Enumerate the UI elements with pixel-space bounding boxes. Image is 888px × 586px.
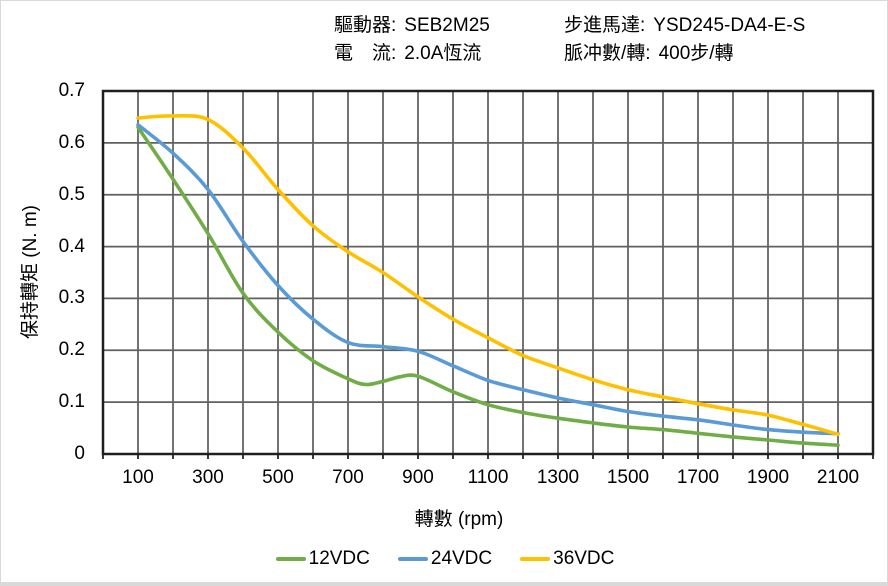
- y-tick-label: 0.7: [58, 80, 85, 101]
- legend-label: 12VDC: [308, 548, 370, 569]
- x-tick-label: 1700: [676, 467, 720, 488]
- x-tick-label: 1900: [746, 467, 790, 488]
- header-left-column: 驅動器: SEB2M25 電 流: 2.0A恆流: [334, 14, 490, 65]
- pulses-value: 400步/轉: [658, 43, 734, 64]
- motor-field: 步進馬達: YSD245-DA4-E-S: [564, 14, 805, 37]
- driver-value: SEB2M25: [404, 15, 490, 36]
- y-tick-label: 0.1: [58, 391, 85, 413]
- legend-swatch: [397, 557, 428, 561]
- bottom-border-strip: [1, 582, 887, 585]
- driver-field: 驅動器: SEB2M25: [334, 14, 490, 37]
- legend-item-36vdc: 36VDC: [520, 548, 614, 570]
- current-value: 2.0A恆流: [404, 43, 482, 64]
- pulses-field: 脈冲數/轉: 400步/轉: [564, 42, 805, 65]
- pulses-label: 脈冲數/轉:: [564, 43, 651, 64]
- y-tick-label: 0.2: [58, 339, 85, 361]
- y-tick-label: 0.3: [58, 287, 85, 309]
- curve-12vdc: [136, 125, 840, 447]
- x-tick-label: 300: [192, 467, 224, 488]
- x-tick-label: 100: [122, 467, 154, 488]
- curve-24vdc: [136, 122, 840, 436]
- current-label: 電 流:: [334, 43, 397, 64]
- plot-border: [101, 89, 875, 456]
- x-tick-label: 1500: [606, 467, 650, 488]
- driver-label: 驅動器:: [334, 15, 397, 36]
- motor-label: 步進馬達:: [564, 15, 646, 36]
- legend-label: 24VDC: [430, 548, 493, 569]
- legend-label: 36VDC: [553, 548, 615, 569]
- legend-item-24vdc: 24VDC: [397, 548, 493, 570]
- x-tick-label: 900: [402, 467, 434, 488]
- legend-item-12vdc: 12VDC: [275, 548, 370, 570]
- x-tick-label: 1300: [536, 467, 580, 488]
- motor-value: YSD245-DA4-E-S: [653, 15, 806, 36]
- x-tick-label: 500: [262, 467, 294, 488]
- y-tick-label: 0: [74, 443, 85, 464]
- x-tick-label: 1100: [467, 467, 509, 488]
- chart-legend: 12VDC 24VDC 36VDC: [1, 547, 887, 571]
- y-tick-label: 0.4: [58, 235, 85, 257]
- y-tick-label: 0.6: [58, 131, 85, 153]
- header-right-column: 步進馬達: YSD245-DA4-E-S 脈冲數/轉: 400步/轉: [564, 14, 805, 65]
- x-tick-label: 700: [332, 467, 364, 488]
- legend-swatch: [275, 557, 306, 561]
- x-tick-label: 2100: [816, 467, 860, 488]
- curve-36vdc: [136, 113, 840, 437]
- x-axis-title: 轉數 (rpm): [414, 509, 504, 530]
- legend-swatch: [520, 557, 551, 561]
- current-field: 電 流: 2.0A恆流: [334, 42, 490, 65]
- y-tick-label: 0.5: [58, 183, 85, 205]
